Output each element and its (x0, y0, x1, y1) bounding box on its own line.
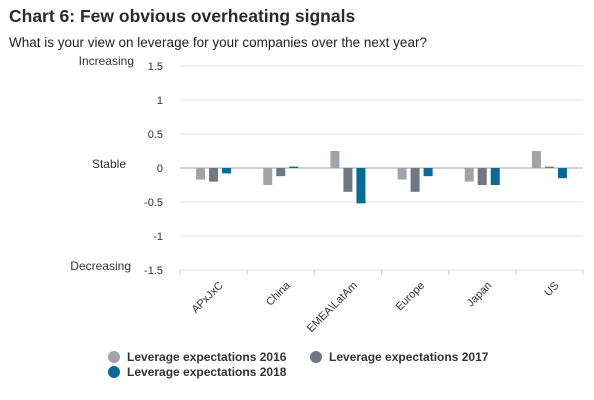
bar (531, 151, 541, 168)
y-tick-label: 0 (157, 163, 163, 175)
bar (464, 168, 474, 182)
bar (289, 166, 299, 168)
y-tick-label: 1 (157, 95, 163, 107)
bar (222, 168, 232, 174)
bar (196, 168, 206, 180)
y-side-label-top: Increasing (79, 54, 134, 68)
bar (330, 151, 340, 168)
x-category-label: China (264, 279, 293, 308)
legend-swatch-2016 (108, 351, 120, 363)
legend-swatch-2017 (310, 351, 322, 363)
bar (477, 168, 487, 185)
bar (544, 166, 554, 168)
legend-label-2017: Leverage expectations 2017 (329, 350, 489, 364)
bar (410, 168, 420, 192)
legend-swatch-2018 (108, 366, 120, 378)
legend-label-2018: Leverage expectations 2018 (127, 365, 287, 379)
x-category-label: US (542, 280, 561, 299)
bar (397, 168, 407, 180)
y-side-label-bottom: Decreasing (70, 259, 131, 273)
x-category-label: Japan (465, 280, 495, 310)
bar (343, 168, 353, 192)
bar (356, 168, 366, 204)
bar (490, 168, 500, 185)
y-tick-label: -0.5 (144, 197, 163, 209)
chart-subtitle: What is your view on leverage for your c… (9, 35, 427, 50)
bars (196, 151, 567, 204)
y-axis-ticks: 1.5 1 0.5 0 -0.5 -1 -1.5 (144, 61, 163, 277)
chart-title: Chart 6: Few obvious overheating signals (9, 6, 356, 26)
bar (423, 168, 433, 177)
x-category-label: Europe (394, 280, 428, 314)
legend-item-2016[interactable]: Leverage expectations 2016 (108, 350, 286, 364)
bar (557, 168, 567, 179)
x-category-label: APxJxC (190, 280, 226, 316)
bar (276, 168, 286, 177)
x-axis-categories: APxJxC China EMEA\LatAm Europe Japan US (190, 279, 562, 335)
bar (263, 168, 273, 185)
y-side-label-middle: Stable (92, 157, 126, 171)
gridlines (179, 65, 584, 275)
y-tick-label: 0.5 (148, 129, 163, 141)
y-tick-label: -1 (153, 231, 163, 243)
legend-item-2017[interactable]: Leverage expectations 2017 (310, 350, 488, 364)
y-tick-label: -1.5 (144, 265, 163, 277)
bar (209, 168, 219, 182)
x-category-label: EMEA\LatAm (305, 280, 360, 335)
legend-item-2018[interactable]: Leverage expectations 2018 (108, 365, 286, 379)
y-tick-label: 1.5 (148, 61, 163, 73)
legend-label-2016: Leverage expectations 2016 (127, 350, 287, 364)
